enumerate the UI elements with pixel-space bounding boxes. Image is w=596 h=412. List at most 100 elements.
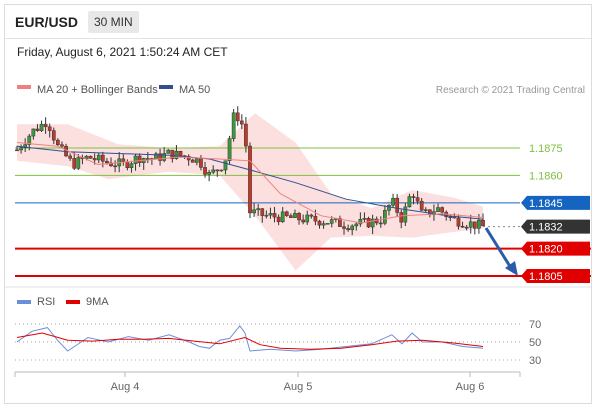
rsi-tick-label: 30 [529, 355, 541, 367]
candle [481, 213, 485, 227]
level-badge [521, 195, 590, 210]
rsi-legend-swatch [17, 300, 31, 304]
candle [43, 117, 48, 134]
level-label: 1.1845 [529, 198, 563, 210]
candle [235, 106, 240, 126]
candle [137, 153, 142, 167]
level-label: 1.1805 [529, 271, 563, 283]
level-badge [521, 241, 590, 256]
forecast-arrow [484, 227, 518, 276]
rsi-ma-legend-swatch [66, 300, 80, 304]
candle [260, 208, 265, 223]
candle [325, 223, 330, 225]
candle [113, 160, 117, 173]
candle [252, 203, 256, 217]
candle [338, 215, 342, 227]
candle [219, 169, 224, 172]
candle [370, 214, 375, 235]
level-label: 1.1832 [529, 222, 563, 234]
x-axis: Aug 4 Aug 5 Aug 6 [14, 372, 521, 393]
candle [342, 221, 346, 235]
rsi-ma-legend-label: 9MA [86, 296, 109, 308]
candle [415, 190, 420, 205]
candle [96, 152, 101, 164]
candle [346, 224, 350, 232]
candle [203, 161, 207, 178]
candle [407, 193, 412, 208]
candle [350, 224, 355, 236]
candle [158, 148, 162, 166]
candle [56, 138, 60, 146]
candle [100, 151, 105, 168]
candle [321, 220, 326, 229]
rsi-tick-label: 70 [529, 319, 541, 331]
candle [264, 210, 269, 219]
candle [244, 117, 248, 153]
candle [190, 158, 195, 163]
candle [248, 142, 252, 219]
ma20-legend-swatch [17, 85, 31, 89]
candle [354, 222, 359, 231]
candle [293, 209, 297, 218]
candle [436, 203, 440, 213]
candle [403, 203, 408, 227]
level-label: 1.1860 [529, 170, 563, 182]
candle [472, 221, 477, 235]
rsi-ma-line [16, 332, 484, 350]
candle [170, 149, 175, 163]
candle [186, 154, 191, 166]
rsi-plot: 70 50 30 [15, 319, 541, 367]
level-label: 1.1875 [529, 143, 563, 155]
candle [68, 153, 72, 161]
symbol-label: EUR/USD [15, 14, 79, 30]
ma50-legend-swatch [159, 85, 173, 89]
candle [419, 197, 424, 211]
candle [133, 154, 138, 171]
candle [72, 151, 77, 171]
price-levels: 1.1875 1.1860 1.1845 1.1832 1.1820 1.1805 [521, 143, 590, 283]
chart-frame: EUR/USD 30 MIN Friday, August 6, 2021 1:… [4, 4, 592, 404]
candle [35, 124, 40, 132]
candle [272, 206, 277, 223]
candle [23, 138, 28, 153]
candle [60, 141, 64, 148]
candle [129, 160, 134, 173]
candle [411, 193, 416, 205]
level-badge [521, 219, 590, 234]
candle [215, 169, 220, 177]
candle [423, 207, 428, 213]
x-tick-label: Aug 5 [284, 381, 313, 393]
candle [383, 205, 387, 226]
price-plot [15, 106, 591, 277]
rsi-tick-label: 50 [529, 337, 541, 349]
candle [88, 155, 93, 159]
candle [195, 157, 199, 166]
timeframe-badge[interactable]: 30 MIN [88, 11, 139, 33]
candle [460, 221, 465, 228]
candle [317, 219, 322, 229]
candle [284, 210, 289, 218]
candle [395, 194, 400, 217]
candle [387, 204, 391, 216]
candle [211, 165, 216, 175]
candle [280, 207, 285, 223]
candle [305, 210, 310, 225]
candle [47, 123, 52, 138]
rsi-legend-label: RSI [37, 296, 55, 308]
x-tick-label: Aug 4 [111, 381, 140, 393]
chart-header: EUR/USD 30 MIN [5, 5, 591, 39]
candle [276, 214, 281, 226]
ma20-legend-label: MA 20 + Bollinger Bands [37, 84, 158, 96]
candle [297, 211, 301, 225]
candle [464, 224, 469, 231]
candle [268, 207, 273, 219]
level-label: 1.1820 [529, 244, 563, 256]
candle [391, 193, 395, 208]
ma50-line [16, 145, 484, 220]
candle [207, 169, 211, 182]
candle [145, 152, 150, 164]
datetime-label: Friday, August 6, 2021 1:50:24 AM CET [17, 45, 228, 59]
candle [289, 213, 293, 218]
candle [31, 128, 36, 140]
